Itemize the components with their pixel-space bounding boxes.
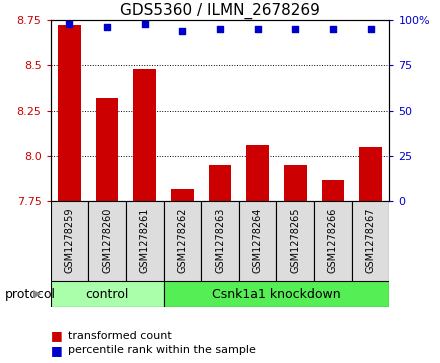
Point — [292, 26, 299, 32]
Bar — [352, 201, 389, 281]
Text: ■: ■ — [51, 344, 62, 357]
Point — [254, 26, 261, 32]
Point — [367, 26, 374, 32]
Point — [330, 26, 337, 32]
Bar — [314, 201, 352, 281]
Bar — [58, 25, 81, 201]
Text: GSM1278263: GSM1278263 — [215, 208, 225, 273]
Text: transformed count: transformed count — [68, 331, 172, 341]
Text: GSM1278259: GSM1278259 — [64, 208, 74, 273]
Text: control: control — [85, 287, 129, 301]
Text: GSM1278262: GSM1278262 — [177, 208, 187, 273]
Bar — [96, 98, 118, 201]
Point — [216, 26, 224, 32]
Text: GSM1278266: GSM1278266 — [328, 208, 338, 273]
Bar — [359, 147, 382, 201]
Bar — [171, 189, 194, 201]
Bar — [276, 201, 314, 281]
Text: GSM1278265: GSM1278265 — [290, 208, 300, 273]
Text: GSM1278267: GSM1278267 — [366, 208, 376, 273]
Text: GSM1278264: GSM1278264 — [253, 208, 263, 273]
Title: GDS5360 / ILMN_2678269: GDS5360 / ILMN_2678269 — [120, 3, 320, 19]
Text: GSM1278261: GSM1278261 — [140, 208, 150, 273]
Bar — [201, 201, 239, 281]
Point — [103, 24, 110, 30]
Text: Csnk1a1 knockdown: Csnk1a1 knockdown — [212, 287, 341, 301]
Bar — [164, 201, 201, 281]
Bar — [284, 165, 307, 201]
Bar — [51, 281, 164, 307]
Bar — [246, 145, 269, 201]
Bar — [51, 201, 88, 281]
Text: ▶: ▶ — [33, 289, 41, 299]
Bar — [322, 180, 344, 201]
Point — [179, 28, 186, 34]
Text: ■: ■ — [51, 329, 62, 342]
Bar — [209, 165, 231, 201]
Text: GSM1278260: GSM1278260 — [102, 208, 112, 273]
Bar — [133, 69, 156, 201]
Point — [141, 21, 148, 26]
Text: percentile rank within the sample: percentile rank within the sample — [68, 345, 256, 355]
Bar — [88, 201, 126, 281]
Text: protocol: protocol — [4, 287, 55, 301]
Bar — [126, 201, 164, 281]
Point — [66, 21, 73, 26]
Bar — [164, 281, 389, 307]
Bar — [239, 201, 276, 281]
